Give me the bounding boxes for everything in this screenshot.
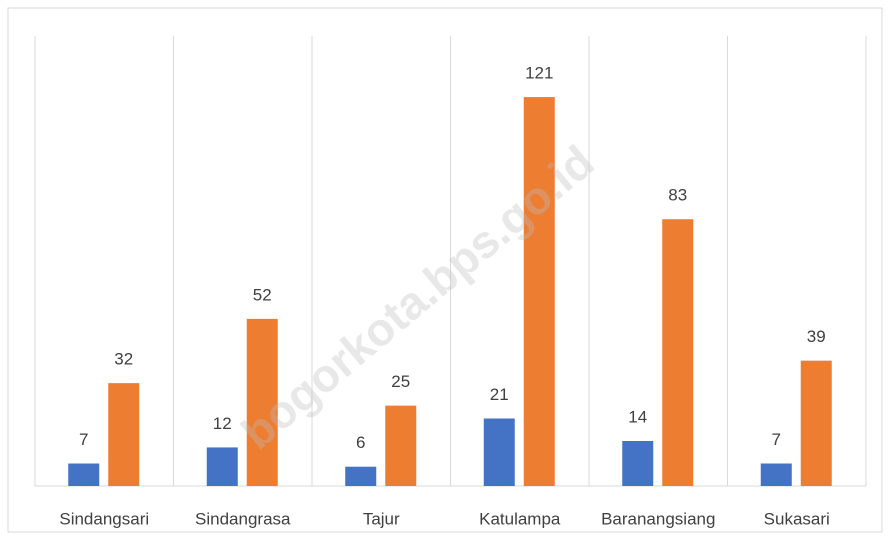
bar: [246, 318, 278, 486]
bar: [385, 405, 417, 486]
x-tick-label: Sindangsari: [59, 509, 149, 528]
x-tick-label: Katulampa: [479, 509, 561, 528]
bar: [760, 463, 792, 486]
data-label: 32: [114, 350, 133, 369]
x-tick-label: Tajur: [363, 509, 400, 528]
data-label: 6: [356, 433, 365, 452]
data-label: 52: [253, 285, 272, 304]
x-tick-label: Baranangsiang: [601, 509, 715, 528]
bar: [108, 383, 140, 486]
bar: [800, 360, 832, 486]
bar: [206, 447, 238, 486]
data-label: 21: [490, 385, 509, 404]
data-label: 12: [213, 414, 232, 433]
data-label: 39: [807, 327, 826, 346]
bar: [345, 466, 377, 486]
data-label: 14: [628, 407, 647, 426]
data-label: 121: [525, 64, 553, 83]
x-tick-label: Sindangrasa: [195, 509, 291, 528]
data-label: 7: [79, 430, 88, 449]
data-label: 83: [668, 186, 687, 205]
bar: [483, 418, 515, 486]
data-label: 25: [391, 372, 410, 391]
bar: [622, 441, 654, 486]
x-tick-label: Sukasari: [764, 509, 830, 528]
bar: [68, 463, 100, 486]
bar: [523, 97, 555, 487]
chart-frame: [7, 7, 883, 533]
bar: [662, 219, 694, 486]
data-label: 7: [772, 430, 781, 449]
